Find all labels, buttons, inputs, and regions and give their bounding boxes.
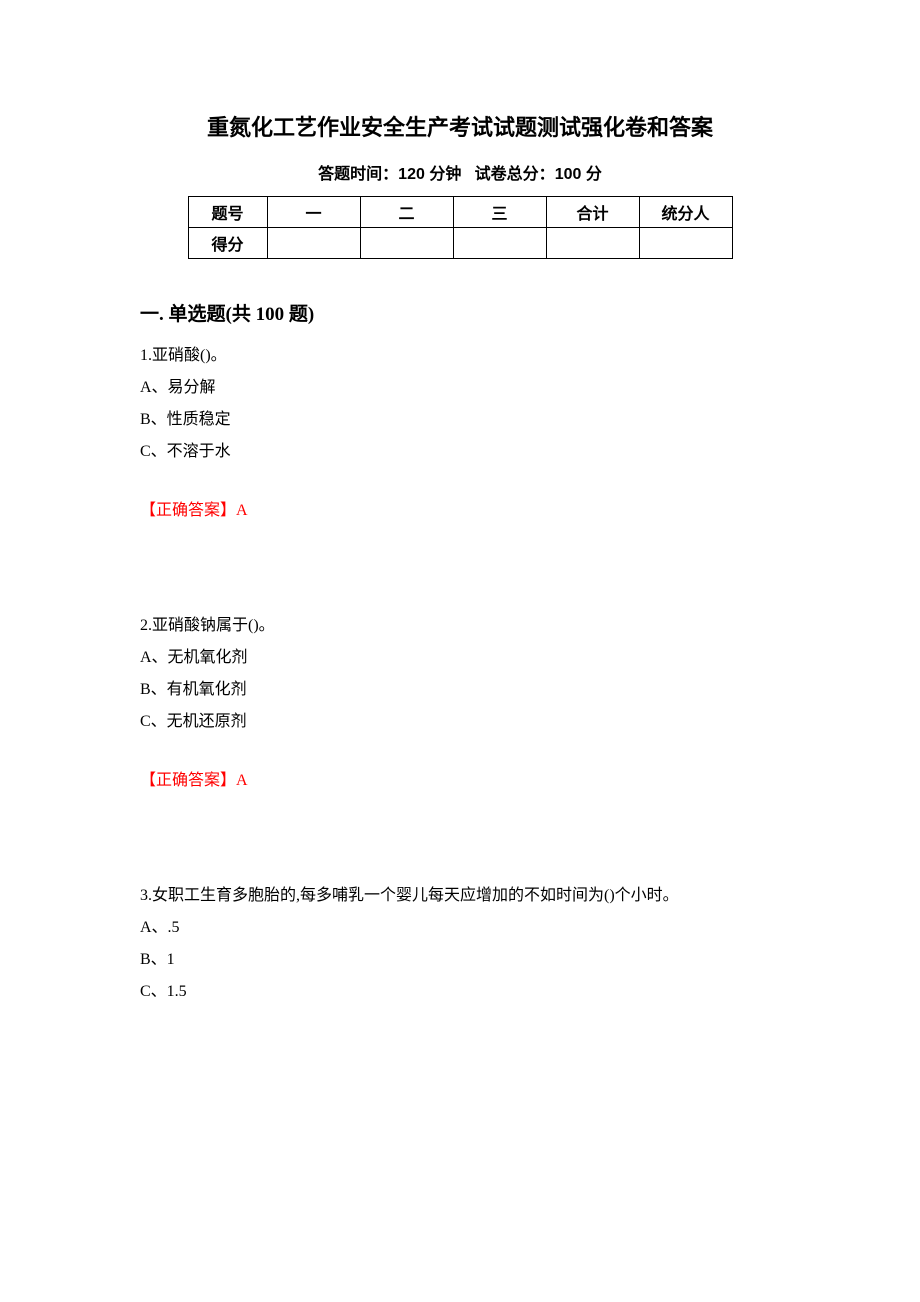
th-sec3: 三 — [453, 197, 546, 228]
question-text: 亚硝酸()。 — [152, 347, 227, 364]
question-number: 2. — [140, 617, 152, 634]
table-row: 题号 一 二 三 合计 统分人 — [188, 197, 732, 228]
option-c: C、不溶于水 — [140, 436, 780, 468]
question-block: 3.女职工生育多胞胎的,每多哺乳一个婴儿每天应增加的不如时间为()个小时。 A、… — [140, 880, 780, 1008]
td-blank — [639, 228, 732, 259]
question-number: 3. — [140, 887, 152, 904]
question-block: 2.亚硝酸钠属于()。 A、无机氧化剂 B、有机氧化剂 C、无机还原剂 — [140, 610, 780, 738]
option-a: A、无机氧化剂 — [140, 642, 780, 674]
option-b: B、1 — [140, 944, 780, 976]
score-table: 题号 一 二 三 合计 统分人 得分 — [188, 196, 733, 259]
question-block: 1.亚硝酸()。 A、易分解 B、性质稳定 C、不溶于水 — [140, 340, 780, 468]
page: 重氮化工艺作业安全生产考试试题测试强化卷和答案 答题时间：120 分钟 试卷总分… — [0, 0, 920, 1302]
td-blank — [360, 228, 453, 259]
time-value: 120 分钟 — [398, 166, 461, 183]
th-grader: 统分人 — [639, 197, 732, 228]
section-heading: 一. 单选题(共 100 题) — [140, 299, 780, 326]
th-sec2: 二 — [360, 197, 453, 228]
option-a: A、易分解 — [140, 372, 780, 404]
th-sec1: 一 — [267, 197, 360, 228]
answer-line: 【正确答案】A — [140, 766, 780, 790]
question-text: 亚硝酸钠属于()。 — [152, 617, 275, 634]
question-text: 女职工生育多胞胎的,每多哺乳一个婴儿每天应增加的不如时间为()个小时。 — [152, 887, 679, 904]
th-label: 题号 — [188, 197, 267, 228]
td-blank — [267, 228, 360, 259]
option-b: B、性质稳定 — [140, 404, 780, 436]
question-stem: 2.亚硝酸钠属于()。 — [140, 610, 780, 642]
option-a: A、.5 — [140, 912, 780, 944]
time-label: 答题时间： — [318, 166, 398, 183]
answer-label: 【正确答案】 — [140, 502, 236, 519]
option-c: C、无机还原剂 — [140, 706, 780, 738]
answer-value: A — [236, 502, 248, 519]
totalscore-value: 100 分 — [555, 166, 602, 183]
exam-title: 重氮化工艺作业安全生产考试试题测试强化卷和答案 — [140, 110, 780, 142]
table-row: 得分 — [188, 228, 732, 259]
question-stem: 3.女职工生育多胞胎的,每多哺乳一个婴儿每天应增加的不如时间为()个小时。 — [140, 880, 780, 912]
exam-subtitle: 答题时间：120 分钟 试卷总分：100 分 — [140, 160, 780, 184]
totalscore-label: 试卷总分： — [475, 166, 555, 183]
th-total: 合计 — [546, 197, 639, 228]
td-blank — [453, 228, 546, 259]
question-stem: 1.亚硝酸()。 — [140, 340, 780, 372]
answer-value: A — [236, 772, 248, 789]
td-score-label: 得分 — [188, 228, 267, 259]
option-b: B、有机氧化剂 — [140, 674, 780, 706]
answer-line: 【正确答案】A — [140, 496, 780, 520]
td-blank — [546, 228, 639, 259]
question-number: 1. — [140, 347, 152, 364]
answer-label: 【正确答案】 — [140, 772, 236, 789]
option-c: C、1.5 — [140, 976, 780, 1008]
